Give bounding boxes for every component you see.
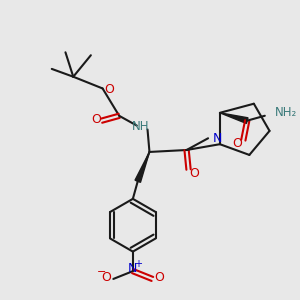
Polygon shape <box>220 113 248 124</box>
Polygon shape <box>135 152 149 182</box>
Text: O: O <box>104 83 114 96</box>
Text: O: O <box>154 272 164 284</box>
Text: O: O <box>190 167 199 180</box>
Text: +: + <box>134 259 142 269</box>
Text: N: N <box>213 132 223 145</box>
Text: O: O <box>232 136 242 150</box>
Text: O: O <box>91 113 101 126</box>
Text: N: N <box>128 262 138 275</box>
Text: NH₂: NH₂ <box>274 106 297 119</box>
Text: −: − <box>97 267 106 277</box>
Text: NH: NH <box>132 120 149 133</box>
Text: O: O <box>101 272 111 284</box>
